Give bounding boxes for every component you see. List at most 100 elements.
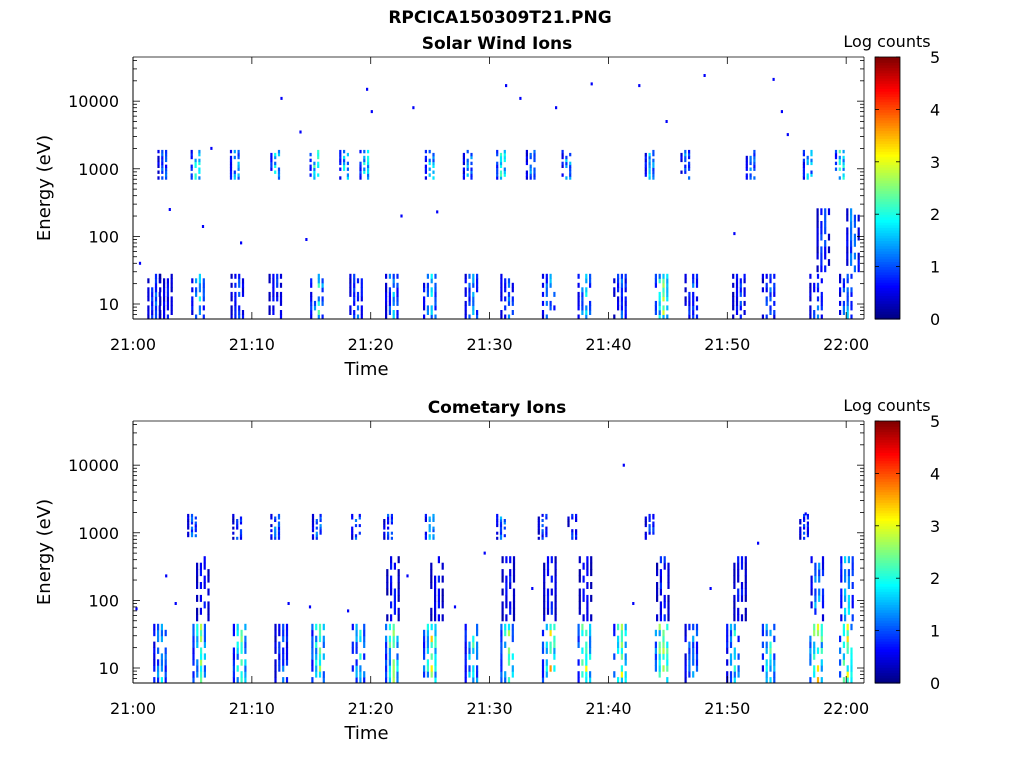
low-band-cell (282, 629, 285, 637)
low-band-cell (500, 623, 503, 631)
low-band-cell (585, 310, 588, 315)
mid-band-cell (359, 176, 362, 180)
mid-band-cell (842, 173, 845, 177)
low-band-cell (147, 287, 150, 293)
low-band-cell (850, 653, 853, 660)
low-band-cell (816, 677, 820, 683)
low-band-cell (153, 665, 156, 672)
low-band-cell (198, 296, 201, 302)
low-band-cell (200, 671, 203, 678)
mid-band-cell (270, 164, 273, 168)
low-band-cell (842, 623, 845, 631)
upper-band-cell (199, 562, 202, 570)
low-band-cell (355, 671, 358, 678)
low-band-cell (688, 641, 691, 648)
upper-band-cell (430, 582, 433, 589)
low-band-cell (761, 623, 764, 631)
mid-band-cell (311, 526, 315, 530)
low-band-cell (311, 677, 314, 683)
low-band-cell (743, 273, 746, 279)
colorbar-swatch (875, 426, 900, 430)
low-band-cell (388, 641, 391, 648)
low-band-cell (504, 623, 507, 631)
low-band-cell (154, 273, 158, 279)
low-band-cell (617, 282, 620, 288)
colorbar-swatch (875, 441, 900, 446)
low-band-burst-14 (654, 273, 669, 319)
upper-band-cell (543, 569, 546, 577)
low-band-cell (658, 629, 661, 637)
colorbar-swatch (875, 444, 900, 448)
upper-band-cell (430, 569, 433, 577)
low-band-cell (385, 665, 388, 672)
upper-band-cell (390, 601, 393, 609)
mid-band-cell (644, 531, 647, 535)
upper-band-cell (733, 575, 736, 583)
mid-band-cell (842, 161, 845, 166)
low-band-cell (157, 659, 160, 666)
low-band-cell (846, 296, 849, 302)
low-band-cell (589, 629, 592, 637)
upper-band-cell (821, 588, 825, 596)
upper-band-cell (744, 607, 747, 615)
mid-band-cell (648, 161, 651, 166)
low-band-cell (773, 287, 776, 293)
upper-band-cell (840, 556, 843, 564)
mid-band-cell (387, 534, 390, 538)
low-band-cell (842, 282, 845, 288)
low-band-cell (617, 305, 620, 311)
low-band-cell (396, 635, 399, 643)
low-band-cell (846, 291, 849, 297)
sparse-point (590, 82, 593, 86)
low-band-cell (695, 314, 699, 319)
low-band-cell (230, 314, 233, 319)
upper-band-burst-0 (196, 556, 210, 622)
low-band-cell (553, 647, 556, 654)
mid-band-cell (157, 155, 160, 160)
mid-band-cell (803, 513, 806, 517)
low-band-cell (241, 278, 245, 284)
mid-band-cell (432, 155, 435, 160)
low-band-cell (385, 623, 388, 631)
mid-band-cell (525, 155, 528, 160)
low-band-cell (353, 296, 356, 302)
colorbar-swatch (875, 489, 900, 493)
low-band-cell (507, 647, 511, 654)
upper-band-cell (840, 575, 843, 583)
colorbar-swatch (875, 172, 900, 176)
mid-band-burst-13 (680, 149, 691, 180)
mid-band-cell (806, 158, 809, 163)
upper-band-burst-6 (656, 556, 670, 622)
upper-band-cell (733, 601, 736, 609)
low-band-cell (589, 305, 592, 311)
upper-band-cell (846, 233, 849, 241)
low-band-cell (585, 647, 588, 654)
low-band-cell (504, 671, 507, 678)
sparse-point (201, 225, 205, 228)
mid-band-cell (383, 534, 386, 538)
upper-band-cell (501, 569, 504, 577)
mid-band-cell (229, 167, 233, 171)
low-band-cell (423, 282, 426, 288)
mid-band-cell (343, 164, 346, 168)
low-band-cell (654, 647, 657, 654)
mid-band-cell (749, 167, 752, 171)
low-band-cell (589, 300, 592, 306)
low-band-cell (839, 287, 842, 293)
mid-band-cell (842, 155, 845, 160)
low-band-burst-13 (613, 273, 627, 319)
low-band-cell (353, 273, 356, 279)
low-band-cell (236, 623, 239, 631)
low-band-cell (234, 305, 237, 311)
low-band-cell (349, 310, 352, 315)
mid-band-cell (571, 536, 574, 540)
low-band-cell (159, 278, 162, 284)
low-band-cell (620, 641, 623, 648)
low-band-cell (203, 629, 206, 637)
low-band-cell (359, 665, 362, 672)
upper-band-cell (844, 556, 847, 564)
upper-band-cell (851, 614, 854, 622)
low-band-cell (809, 273, 812, 279)
upper-band-cell (816, 227, 819, 235)
sparse-point (436, 210, 439, 214)
